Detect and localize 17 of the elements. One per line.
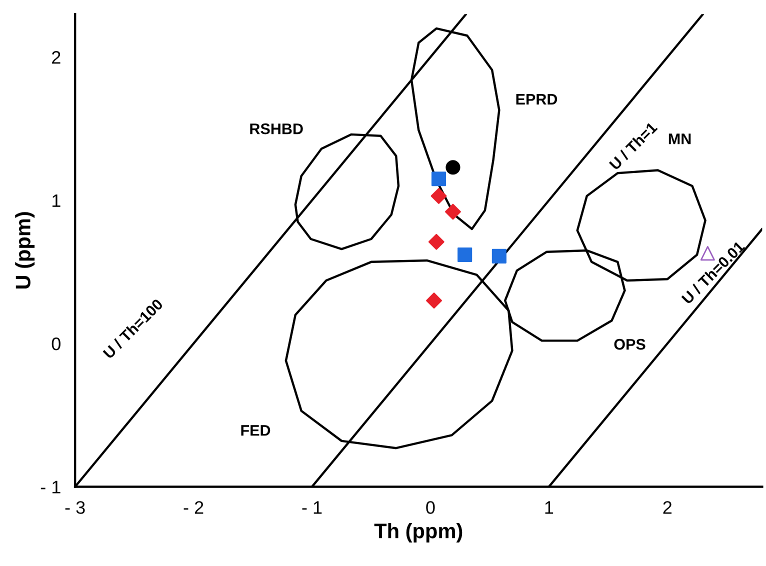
- y-tick-label: 1: [52, 194, 60, 207]
- x-tick-label: - 3: [65, 501, 85, 514]
- series-label: EPRD: [516, 94, 558, 105]
- x-tick-label: 1: [545, 501, 554, 514]
- series-label: OPS: [614, 338, 646, 350]
- y-tick-label: - 1: [40, 480, 60, 494]
- series-label: MN: [668, 134, 691, 144]
- text: FED: [241, 425, 270, 436]
- y-axis-title: U (ppm): [15, 212, 35, 289]
- series-label: RSHBD: [250, 123, 303, 134]
- y-tick-label: 0: [52, 337, 60, 350]
- y-tick-label: 2: [52, 51, 60, 64]
- x-tick-label: - 2: [184, 501, 204, 514]
- x-tick-label: 2: [663, 501, 672, 514]
- x-tick-label: 0: [426, 501, 435, 514]
- x-tick-label: - 1: [302, 501, 322, 514]
- x-axis-title: Th (ppm): [374, 523, 462, 542]
